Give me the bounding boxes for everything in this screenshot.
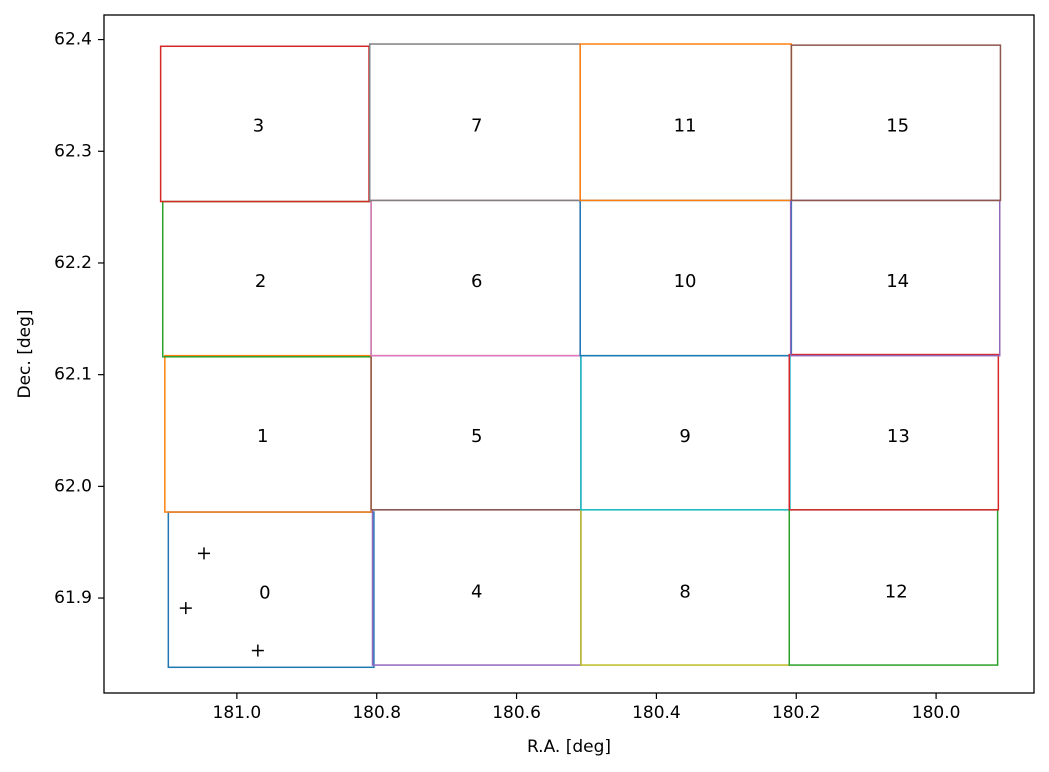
field-rect-2: [161, 200, 372, 358]
field-label-4: 4: [471, 581, 482, 602]
field-label-6: 6: [471, 271, 482, 292]
field-rect-15: [790, 44, 1002, 202]
y-tick-label: 62.3: [54, 141, 92, 161]
x-tick-label: 181.0: [213, 703, 262, 723]
source-point-2: [251, 644, 264, 657]
field-label-0: 0: [259, 583, 270, 604]
y-tick-label: 62.2: [54, 253, 92, 273]
plot-frame: [103, 14, 1035, 694]
y-axis-label: Dec. [deg]: [15, 309, 35, 398]
source-points: [179, 547, 264, 657]
x-tick-label: 180.4: [632, 703, 681, 723]
source-point-0: [197, 547, 210, 560]
field-label-1: 1: [257, 426, 268, 447]
y-axis-ticks: 61.9 62.0 62.1 62.2 62.3 62.4: [54, 30, 104, 608]
field-rect-13: [788, 353, 1000, 511]
field-label-11: 11: [674, 116, 697, 137]
x-axis-ticks: 181.0 180.8 180.6 180.4 180.2 180.0: [213, 693, 961, 723]
x-tick-label: 180.6: [492, 703, 541, 723]
y-tick-label: 62.1: [54, 365, 92, 385]
field-label-12: 12: [885, 581, 908, 602]
field-rect-3: [159, 45, 370, 203]
field-label-9: 9: [679, 426, 690, 447]
y-tick-label: 62.0: [54, 476, 92, 496]
x-tick-label: 180.8: [352, 703, 401, 723]
x-tick-label: 180.2: [772, 703, 821, 723]
x-axis-label: R.A. [deg]: [527, 737, 611, 757]
field-label-5: 5: [471, 426, 482, 447]
field-label-3: 3: [253, 116, 264, 137]
y-tick-label: 62.4: [54, 30, 92, 50]
field-label-10: 10: [674, 271, 697, 292]
y-tick-label: 61.9: [54, 588, 92, 608]
x-tick-label: 180.0: [912, 703, 961, 723]
source-point-1: [179, 602, 192, 615]
field-label-14: 14: [886, 271, 909, 292]
field-label-7: 7: [471, 116, 482, 137]
field-label-15: 15: [886, 116, 909, 137]
field-label-2: 2: [255, 271, 266, 292]
field-rectangles: [159, 43, 1002, 669]
field-label-8: 8: [679, 581, 690, 602]
field-label-13: 13: [887, 426, 910, 447]
field-rect-0: [167, 511, 375, 669]
